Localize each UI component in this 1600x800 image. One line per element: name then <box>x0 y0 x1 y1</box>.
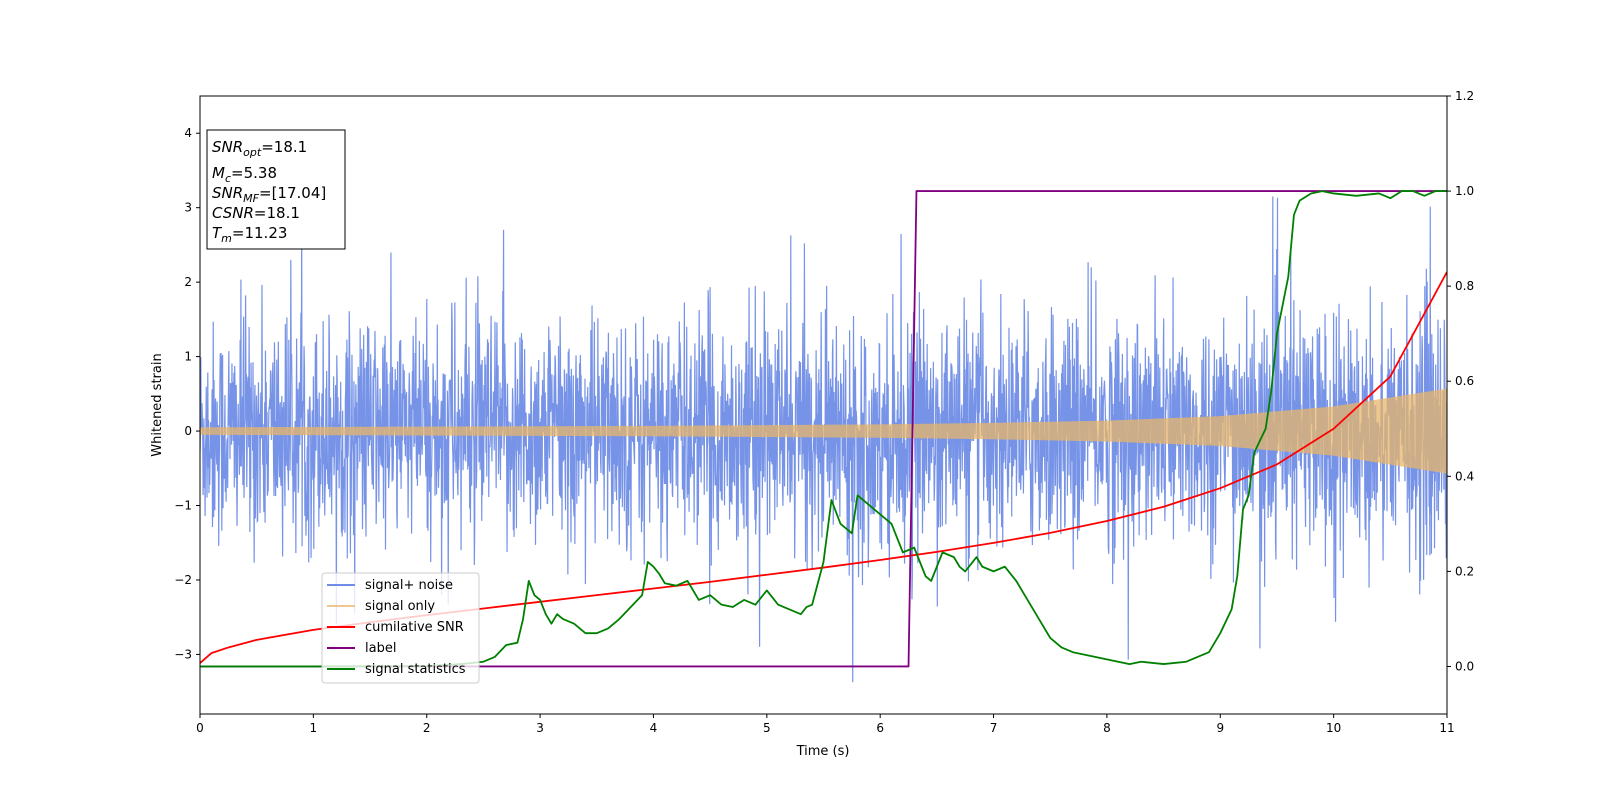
info-mc: Mc=5.38 <box>212 164 277 185</box>
plot-frame <box>199 95 1448 715</box>
legend-label-label: label <box>365 641 396 656</box>
x-tick-label: 6 <box>876 721 884 735</box>
series-signal-plus-noise <box>200 196 1447 683</box>
cumilative-snr-line <box>200 271 1447 664</box>
y-tick-label: 2 <box>184 275 192 289</box>
x-tick-label: 10 <box>1326 721 1341 735</box>
legend-label-cumilative-snr: cumilative SNR <box>365 620 464 635</box>
signal-only-line <box>200 388 1447 474</box>
x-tick-label: 1 <box>310 721 318 735</box>
y-axis-left: −3 −2 −1 0 1 2 3 4 <box>174 126 200 661</box>
y-tick-label: 3 <box>184 201 192 215</box>
info-snr-opt: SNRopt=18.1 <box>212 138 307 159</box>
y-right-tick-label: 0.0 <box>1455 659 1474 673</box>
y-tick-label: −3 <box>174 647 192 661</box>
x-tick-label: 7 <box>990 721 998 735</box>
y-right-tick-label: 0.6 <box>1455 374 1474 388</box>
signal-statistics-line <box>200 190 1447 668</box>
y-tick-label: 0 <box>184 424 192 438</box>
y-axis-right: 0.0 0.2 0.4 0.6 0.8 1.0 1.2 <box>1447 89 1474 673</box>
x-tick-label: 4 <box>650 721 658 735</box>
y-tick-label: 4 <box>184 126 192 140</box>
info-snr-mf: SNRMF=[17.04] <box>212 184 326 205</box>
legend-label-signal-plus-noise: signal+ noise <box>365 578 453 593</box>
y-axis-label: Whitened strain <box>150 353 165 456</box>
y-right-tick-label: 0.2 <box>1455 564 1474 578</box>
y-tick-label: 1 <box>184 350 192 364</box>
series-signal-only <box>200 388 1447 474</box>
x-tick-label: 11 <box>1439 721 1454 735</box>
y-tick-label: −2 <box>174 573 192 587</box>
plot-area <box>200 190 1447 683</box>
x-tick-label: 8 <box>1103 721 1111 735</box>
y-right-tick-label: 0.8 <box>1455 279 1474 293</box>
info-tm: Tm=11.23 <box>212 224 287 245</box>
x-tick-label: 9 <box>1216 721 1224 735</box>
x-tick-label: 3 <box>536 721 544 735</box>
info-box-frame <box>206 129 346 250</box>
right-axis-series <box>200 190 1447 668</box>
label-line <box>200 190 1447 668</box>
y-right-tick-label: 1.2 <box>1455 89 1474 103</box>
y-tick-label: −1 <box>174 499 192 513</box>
legend-label-signal-statistics: signal statistics <box>365 662 466 677</box>
x-axis-label: Time (s) <box>796 744 850 759</box>
signal-plus-noise-line <box>200 196 1447 683</box>
y-right-tick-label: 1.0 <box>1455 184 1474 198</box>
x-tick-label: 2 <box>423 721 431 735</box>
y-right-tick-label: 0.4 <box>1455 469 1474 483</box>
x-tick-label: 5 <box>763 721 771 735</box>
x-tick-label: 0 <box>196 721 204 735</box>
legend-label-signal-only: signal only <box>365 599 435 614</box>
info-box: SNRopt=18.1 Mc=5.38 SNRMF=[17.04] CSNR=1… <box>206 129 346 250</box>
info-csnr: CSNR=18.1 <box>212 204 300 222</box>
legend-frame <box>321 572 480 684</box>
legend: signal+ noise signal only cumilative SNR la… <box>321 572 480 684</box>
x-axis: 0 1 2 3 4 5 6 7 8 9 10 11 <box>196 714 1455 735</box>
